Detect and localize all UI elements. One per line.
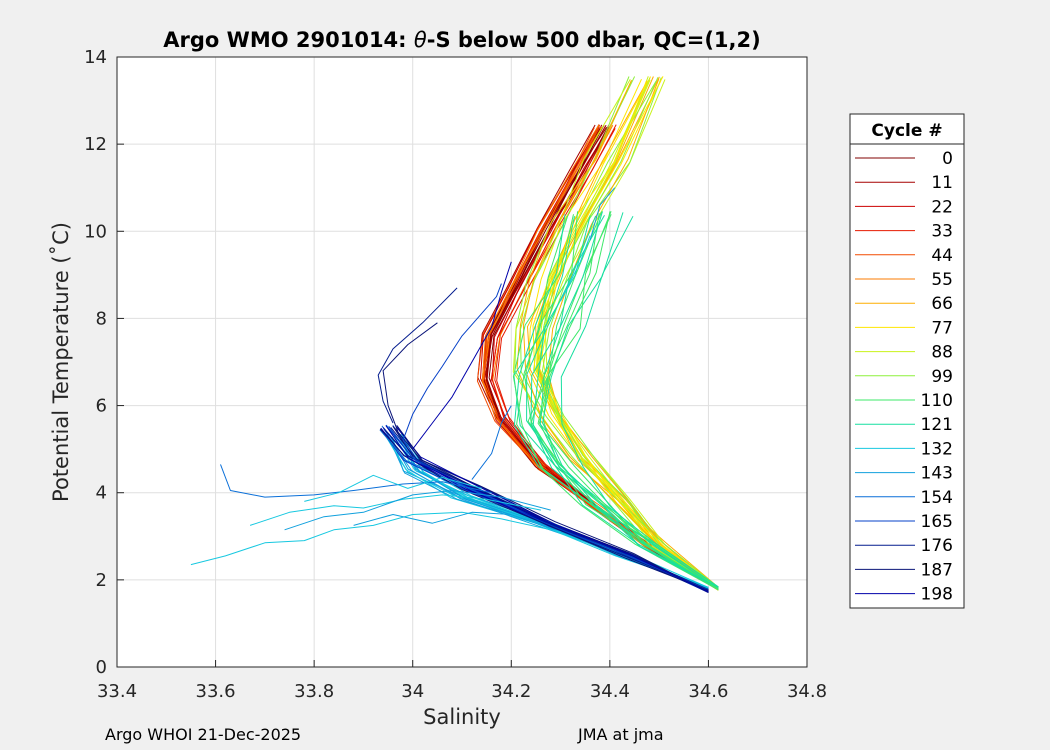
profile-line-0-55: [490, 125, 719, 588]
y-axis-label: Potential Temperature (˚C): [49, 222, 73, 502]
profile-line-66-99: [516, 79, 719, 590]
legend: Cycle # 0 11 22 33 44 55 66 77 88 99 110 121 132 143 1…: [849, 113, 965, 609]
profile-line-154-198: [396, 425, 709, 593]
profile-tail-line: [353, 511, 512, 526]
y-tick-label: 2: [96, 570, 107, 591]
profile-tail-line: [589, 187, 616, 241]
x-axis-label: Salinity: [423, 705, 501, 729]
profile-line-110-121: [527, 211, 719, 590]
legend-label: 44: [931, 246, 953, 266]
profile-line-66-99: [520, 76, 719, 588]
profile-tail-line: [412, 261, 512, 450]
profile-tail-line: [284, 490, 551, 531]
x-tick-label: 33.4: [97, 681, 137, 702]
profile-line-110-121: [524, 211, 719, 590]
profile-line-110-121: [512, 214, 719, 591]
legend-label: 143: [921, 464, 953, 484]
profile-tail-line: [560, 235, 591, 302]
axis-ticks: 33.4 33.6 33.8 34 34.2 34.4 34.6 34.8 0 2 4 6 8 10 12 1…: [84, 47, 827, 702]
profile-tail-line: [304, 474, 482, 502]
x-tick-label: 33.6: [196, 681, 236, 702]
grid-lines: [117, 57, 807, 667]
legend-title: Cycle #: [871, 121, 942, 141]
legend-label: 99: [931, 367, 953, 387]
profile-tail-line: [190, 511, 561, 566]
profile-line-66-99: [533, 80, 719, 590]
profile-lines: [190, 76, 719, 593]
legend-label: 55: [931, 270, 953, 290]
profile-line-154-198: [394, 428, 709, 593]
footer-center: JMA at jma: [578, 725, 664, 744]
profile-line-154-198: [379, 428, 709, 591]
profile-line-66-99: [512, 78, 719, 591]
profile-tail-line: [402, 283, 502, 441]
legend-label: 187: [921, 560, 953, 580]
y-tick-label: 14: [84, 47, 107, 68]
legend-label: 22: [931, 197, 953, 217]
legend-label: 88: [931, 343, 953, 363]
legend-label: 0: [942, 149, 953, 169]
profile-tail-line: [249, 494, 541, 526]
x-tick-label: 33.8: [294, 681, 334, 702]
profile-tail-line: [382, 322, 438, 432]
profile-line-110-121: [542, 212, 719, 590]
x-tick-label: 34.2: [491, 681, 531, 702]
y-tick-label: 4: [96, 483, 107, 504]
legend-label: 198: [921, 585, 953, 605]
y-tick-label: 0: [96, 657, 107, 678]
profile-line-154-198: [385, 425, 709, 593]
y-tick-label: 10: [84, 221, 107, 242]
title-theta: θ: [414, 28, 427, 52]
legend-box: [849, 113, 965, 609]
profile-tail-line: [377, 287, 458, 424]
profile-line-154-198: [388, 428, 709, 591]
legend-label: 11: [931, 173, 953, 193]
profile-line-66-99: [544, 79, 719, 588]
profile-line-110-121: [537, 211, 719, 589]
profile-tail-line: [471, 405, 512, 480]
plot-frame: [116, 56, 808, 668]
y-tick-label: 12: [84, 134, 107, 155]
profile-line-110-121: [513, 216, 719, 589]
legend-label: 121: [921, 415, 953, 435]
legend-label: 110: [921, 391, 953, 411]
footer-source: Argo WHOI 21-Dec-2025: [105, 725, 302, 744]
legend-label: 77: [931, 318, 953, 338]
profile-line-110-121: [526, 215, 719, 588]
profile-tail-line: [220, 464, 492, 498]
profile-line-66-99: [541, 77, 719, 590]
y-tick-label: 6: [96, 396, 107, 417]
legend-label: 66: [931, 294, 953, 314]
x-tick-label: 34.8: [787, 681, 827, 702]
x-tick-label: 34.6: [688, 681, 728, 702]
legend-label: 176: [921, 536, 953, 556]
legend-label: 132: [921, 439, 953, 459]
y-tick-label: 8: [96, 308, 107, 329]
x-tick-label: 34: [401, 681, 424, 702]
profile-line-66-99: [547, 78, 719, 590]
x-tick-label: 34.4: [590, 681, 630, 702]
legend-label: 33: [931, 222, 953, 242]
legend-label: 165: [921, 512, 953, 532]
legend-label: 154: [921, 488, 953, 508]
chart-title: Argo WMO 2901014: θ-S below 500 dbar, QC…: [163, 28, 760, 52]
profile-line-110-121: [539, 215, 719, 590]
profile-line-110-121: [530, 211, 719, 589]
